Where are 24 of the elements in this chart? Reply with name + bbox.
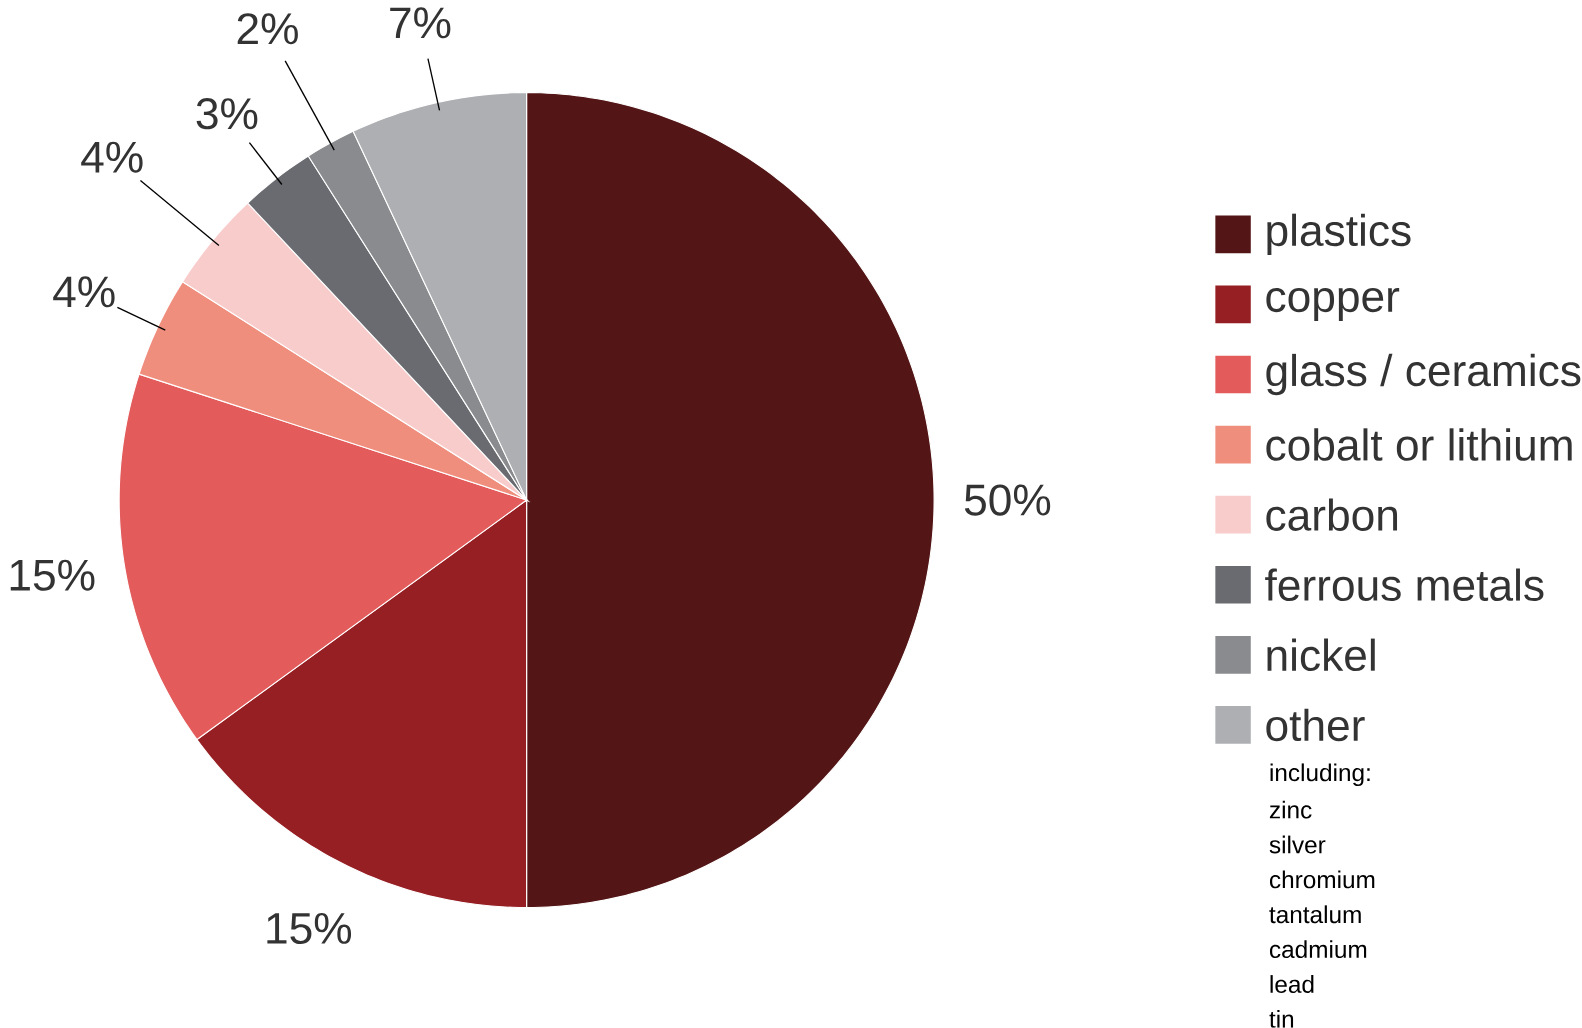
legend-label: nickel <box>1267 638 1375 672</box>
text: chromium <box>1269 870 1375 889</box>
text: silver <box>1269 835 1326 854</box>
data-label: 15% <box>267 912 352 945</box>
text: including: <box>1270 763 1370 787</box>
text: cadmium <box>1269 940 1367 959</box>
legend-label: carbon <box>1266 498 1398 531</box>
data-label: 50% <box>964 484 1051 516</box>
text: tantalum <box>1269 905 1361 924</box>
text: lead <box>1270 975 1314 994</box>
legend-label: other <box>1266 708 1365 742</box>
text: zinc <box>1269 800 1312 819</box>
data-label: 2% <box>237 13 298 45</box>
text: tin <box>1269 1010 1294 1028</box>
data-label: 4% <box>81 141 143 173</box>
legend-label: glass / ceramics <box>1266 353 1581 396</box>
legend-label: plastics <box>1267 213 1411 256</box>
legend-label: ferrous metals <box>1265 568 1544 602</box>
legend-label: copper <box>1266 287 1400 321</box>
legend-label: cobalt or lithium <box>1266 428 1572 461</box>
data-label: 3% <box>196 98 258 130</box>
data-label: 15% <box>10 559 95 591</box>
data-label: 7% <box>390 7 451 39</box>
data-label: 4% <box>53 276 115 308</box>
